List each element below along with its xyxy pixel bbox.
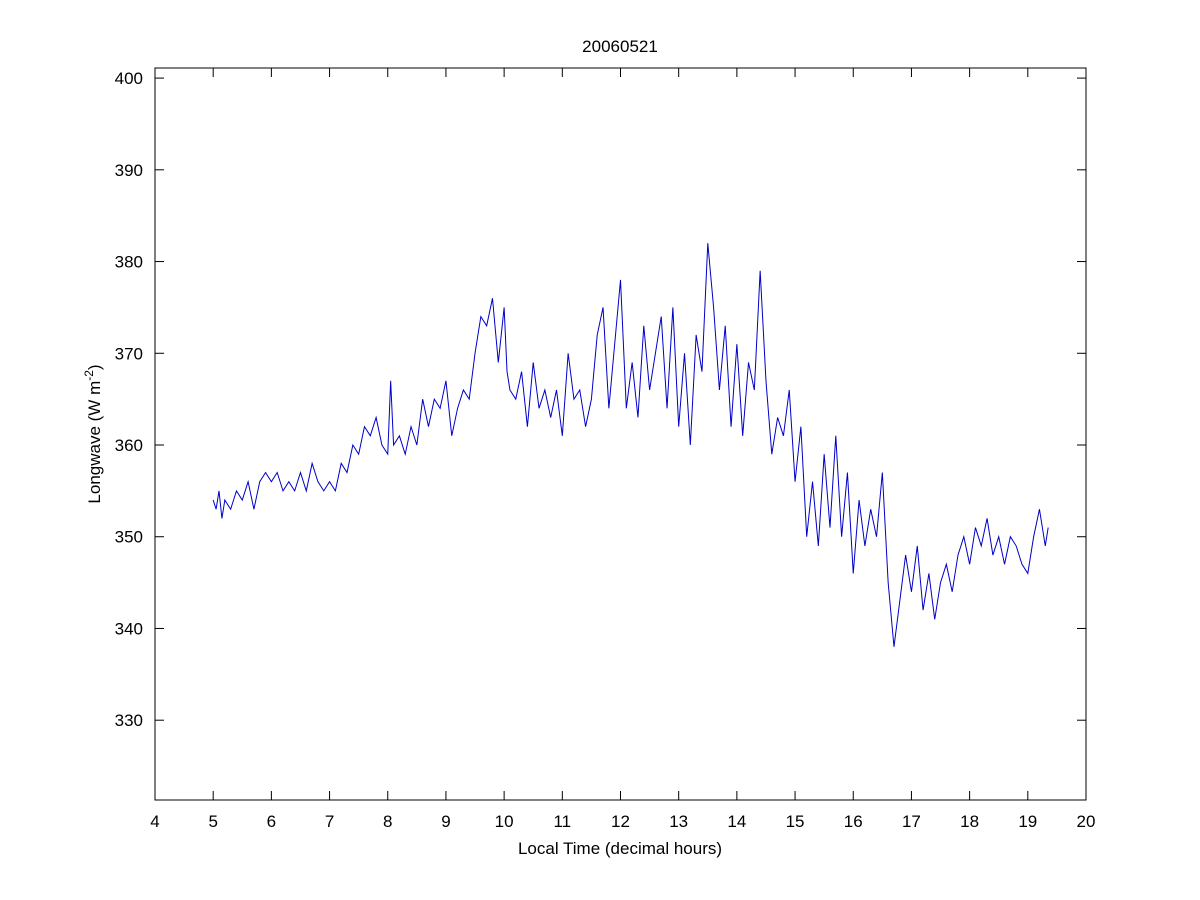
x-tick-label: 14 <box>727 812 746 831</box>
x-tick-label: 18 <box>960 812 979 831</box>
x-tick-label: 5 <box>208 812 217 831</box>
x-tick-label: 17 <box>902 812 921 831</box>
x-tick-label: 20 <box>1077 812 1096 831</box>
y-tick-label: 340 <box>115 619 143 638</box>
y-tick-label: 400 <box>115 69 143 88</box>
y-label-sup: -2 <box>82 370 96 381</box>
y-label-text: Longwave (W m <box>85 381 104 504</box>
x-tick-label: 8 <box>383 812 392 831</box>
y-label-end: ) <box>85 364 104 370</box>
x-tick-label: 9 <box>441 812 450 831</box>
x-tick-label: 12 <box>611 812 630 831</box>
y-tick-label: 390 <box>115 161 143 180</box>
x-tick-label: 19 <box>1018 812 1037 831</box>
plot-frame <box>154 67 1087 801</box>
y-tick-label: 380 <box>115 253 143 272</box>
x-axis-label: Local Time (decimal hours) <box>518 839 722 858</box>
x-tick-label: 15 <box>786 812 805 831</box>
x-tick-label: 6 <box>267 812 276 831</box>
x-tick-label: 10 <box>495 812 514 831</box>
y-tick-label: 360 <box>115 436 143 455</box>
y-axis-label: Longwave (W m-2) <box>82 364 104 503</box>
y-tick-label: 370 <box>115 344 143 363</box>
x-tick-label: 11 <box>553 812 571 831</box>
x-tick-label: 4 <box>150 812 159 831</box>
data-line <box>212 243 1049 647</box>
y-tick-label: 350 <box>115 528 143 547</box>
y-tick-label: 330 <box>115 711 143 730</box>
x-tick-label: 7 <box>325 812 334 831</box>
x-tick-label: 13 <box>669 812 688 831</box>
x-tick-label: 16 <box>844 812 863 831</box>
chart-title: 20060521 <box>582 37 658 56</box>
